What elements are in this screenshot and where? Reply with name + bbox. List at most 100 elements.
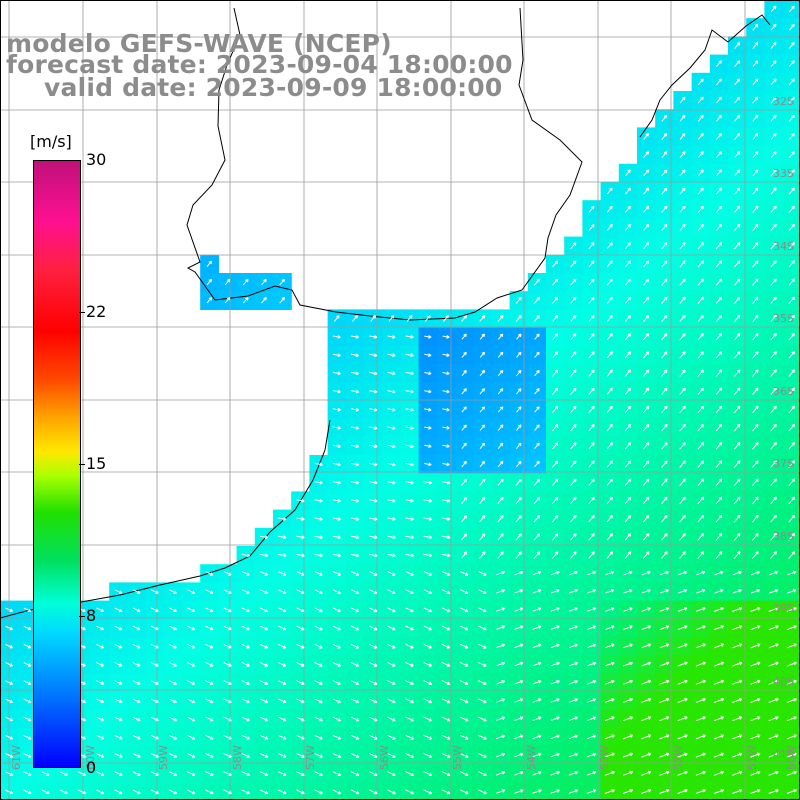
wind-arrow bbox=[405, 716, 414, 722]
wind-arrow bbox=[314, 680, 323, 685]
wind-arrow bbox=[114, 771, 123, 776]
wind-arrow bbox=[369, 589, 378, 594]
wind-arrow bbox=[296, 571, 305, 576]
wind-arrow bbox=[570, 351, 577, 359]
wind-arrow bbox=[314, 716, 323, 722]
wind-arrow bbox=[241, 571, 250, 576]
wind-arrow bbox=[332, 662, 341, 667]
wind-arrow bbox=[479, 478, 486, 486]
wind-arrow bbox=[441, 771, 451, 777]
wind-arrow bbox=[534, 460, 540, 468]
wind-arrow bbox=[788, 114, 795, 122]
wind-arrow bbox=[606, 387, 613, 395]
wind-arrow bbox=[606, 242, 613, 250]
wind-arrow bbox=[788, 96, 795, 104]
wind-arrow bbox=[351, 353, 360, 357]
wind-arrow bbox=[770, 460, 777, 468]
wind-arrow bbox=[752, 405, 759, 414]
wind-arrow bbox=[752, 532, 759, 541]
wind-arrow bbox=[532, 643, 542, 649]
wind-arrow bbox=[604, 698, 615, 703]
wind-arrow bbox=[734, 60, 741, 68]
wind-arrow bbox=[405, 662, 414, 667]
wind-arrow bbox=[441, 680, 451, 686]
wind-arrow bbox=[514, 734, 524, 740]
wind-arrow bbox=[332, 607, 341, 613]
wind-arrow bbox=[278, 643, 287, 649]
wind-arrow bbox=[570, 333, 577, 341]
wind-arrow bbox=[532, 661, 542, 667]
wind-arrow bbox=[350, 498, 360, 503]
wind-arrow bbox=[479, 424, 486, 431]
wind-arrow bbox=[387, 480, 396, 485]
wind-arrow bbox=[150, 771, 159, 776]
wind-arrow bbox=[405, 462, 414, 467]
wind-arrow bbox=[713, 789, 725, 794]
latitude-labels: 32S 33S 34S 35S 36S 37S 38S 39S 40S 41S bbox=[773, 95, 794, 761]
wind-arrow bbox=[314, 535, 323, 540]
wind-arrow bbox=[604, 734, 615, 740]
wind-arrow bbox=[5, 771, 14, 776]
wind-arrow bbox=[206, 278, 213, 286]
wind-arrow bbox=[643, 169, 650, 177]
wind-arrow bbox=[333, 315, 340, 322]
wind-arrow bbox=[261, 278, 267, 286]
wind-arrow bbox=[786, 625, 797, 631]
wind-arrow bbox=[169, 607, 177, 613]
wind-arrow bbox=[733, 514, 741, 523]
wind-arrow bbox=[441, 734, 451, 740]
wind-arrow bbox=[661, 151, 668, 159]
wind-arrow bbox=[132, 789, 141, 795]
wind-arrow bbox=[661, 442, 668, 450]
wind-arrow bbox=[624, 351, 632, 359]
wind-arrow bbox=[278, 535, 287, 540]
wind-arrow bbox=[223, 753, 232, 758]
wind-arrow bbox=[441, 499, 451, 503]
wind-arrow bbox=[786, 643, 797, 649]
colorbar bbox=[33, 160, 81, 768]
wind-arrow bbox=[770, 314, 777, 323]
wind-arrow bbox=[550, 570, 560, 576]
wind-arrow bbox=[734, 314, 741, 323]
wind-arrow bbox=[570, 551, 577, 559]
wind-arrow bbox=[205, 753, 214, 758]
wind-arrow bbox=[750, 643, 761, 649]
wind-arrow bbox=[150, 643, 159, 649]
wind-arrow bbox=[496, 698, 506, 703]
wind-arrow bbox=[514, 698, 524, 703]
wind-vector-field bbox=[5, 5, 797, 795]
wind-arrow bbox=[661, 242, 668, 250]
colorbar-tick-label: 15 bbox=[86, 454, 107, 473]
wind-arrow bbox=[350, 407, 360, 412]
wind-arrow bbox=[515, 514, 522, 523]
wind-arrow bbox=[788, 60, 795, 68]
wind-arrow bbox=[716, 96, 722, 104]
wind-arrow bbox=[442, 444, 450, 448]
wind-arrow bbox=[732, 734, 743, 740]
wind-arrow bbox=[734, 223, 741, 232]
wind-arrow bbox=[695, 661, 706, 667]
wind-arrow bbox=[459, 716, 469, 722]
wind-arrow bbox=[570, 496, 577, 505]
wind-arrow bbox=[587, 716, 597, 721]
wind-arrow bbox=[713, 679, 725, 685]
wind-arrow bbox=[697, 96, 704, 104]
wind-arrow bbox=[223, 589, 232, 594]
wind-arrow bbox=[516, 333, 522, 340]
wind-arrow bbox=[661, 205, 668, 213]
wind-arrow bbox=[677, 770, 688, 776]
wind-arrow bbox=[533, 514, 541, 523]
wind-arrow bbox=[770, 5, 777, 13]
wind-arrow bbox=[150, 680, 159, 685]
wind-arrow bbox=[23, 644, 32, 649]
wind-arrow bbox=[496, 789, 506, 794]
wind-arrow bbox=[734, 114, 741, 122]
wind-arrow bbox=[405, 389, 414, 394]
wind-arrow bbox=[496, 716, 506, 721]
wind-arrow bbox=[550, 625, 560, 630]
wind-arrow bbox=[534, 442, 540, 450]
wind-arrow bbox=[659, 643, 670, 649]
wind-arrow bbox=[514, 643, 524, 649]
wind-arrow bbox=[441, 698, 451, 704]
wind-arrow bbox=[677, 752, 688, 758]
